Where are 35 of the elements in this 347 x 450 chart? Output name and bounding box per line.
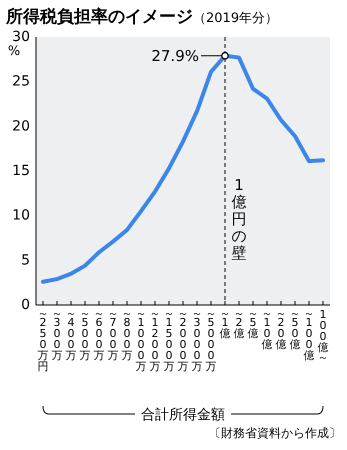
x-tick-label: ～20億 (276, 307, 286, 351)
y-tick-label: 20 (12, 118, 30, 134)
x-tick-label: ～10億 (262, 307, 272, 351)
y-tick-label: 10 (12, 208, 30, 224)
chart-title: 所得税負担率のイメージ (5, 7, 193, 27)
x-tick-label: ～2億 (234, 307, 244, 340)
x-tick-label: ～800万 (122, 307, 132, 362)
x-tick-label: ～300万 (52, 307, 62, 362)
text: 〔財務省資料から作成〕 (209, 426, 341, 440)
y-axis-title: % (8, 44, 20, 59)
x-axis-title: 合計所得金額 (141, 407, 225, 423)
x-tick-label: ～50億 (290, 307, 300, 351)
y-tick-label: 25 (12, 74, 30, 90)
x-tick-label: ～700万 (108, 307, 118, 362)
x-tick-label: ～1000万 (136, 307, 146, 373)
y-tick-label: 15 (12, 163, 30, 179)
x-tick-label: ～1500万 (164, 307, 174, 373)
x-tick-label: ～600万 (94, 307, 104, 362)
chart-subtitle: （2019年分） (193, 11, 278, 26)
y-tick-label: 0 (21, 297, 30, 313)
x-tick-label: ～5000万 (206, 307, 216, 373)
annotation: 27.9% (151, 46, 199, 65)
ref-line-label: 1億円の壁 (232, 176, 246, 262)
x-tick-label: ～2000万 (178, 307, 188, 373)
x-tick-label: ～3000万 (192, 307, 202, 373)
x-tick-label: ～500万 (80, 307, 90, 362)
x-tick-label: ～1200万 (150, 307, 160, 373)
x-tick-label: ～100億 (304, 307, 314, 362)
x-tick-label: ～250万円 (38, 307, 48, 373)
x-tick-label: 100億～ (318, 308, 328, 364)
x-tick-label: ～1億 (220, 307, 230, 340)
y-tick-label: 30 (12, 29, 30, 45)
x-tick-label: ～5億 (248, 307, 258, 340)
y-tick-label: 5 (21, 252, 30, 268)
x-tick-label: ～400万 (66, 307, 76, 362)
